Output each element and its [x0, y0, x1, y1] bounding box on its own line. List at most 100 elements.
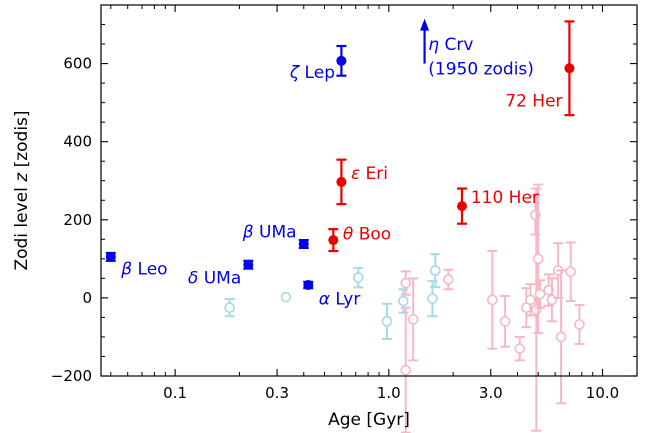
x-tick-label-1: 0.3	[265, 384, 289, 402]
y-axis-label: Zodi level z [zodis]	[12, 110, 32, 270]
star-label-name: UMa	[254, 223, 297, 243]
faint-point-9	[407, 277, 419, 362]
faint-point-19	[534, 279, 546, 309]
point-marker	[429, 265, 441, 276]
star-point-6	[336, 158, 347, 206]
annotations-layer: β Leo δ UMa β UMa α Lyr ζ Lep θ Boo ε Eri 110 H…	[120, 35, 562, 310]
point-marker	[543, 284, 555, 296]
faint-point-0	[224, 298, 235, 318]
star-label-greek: β	[120, 260, 132, 280]
star-label-name: UMa	[198, 269, 241, 289]
point-marker	[487, 294, 498, 306]
y-tick-label-1: 0	[82, 289, 92, 307]
point-marker	[224, 302, 235, 313]
y-axis-label-unit: [zodis]	[12, 110, 32, 172]
point-marker	[574, 319, 585, 330]
upper-limit-arrow-head	[420, 18, 430, 31]
faint-point-11	[487, 250, 498, 350]
x-tick-label-3: 3.0	[479, 384, 503, 402]
upper-limit-layer	[420, 18, 430, 64]
faint-point-1	[280, 291, 292, 303]
star-label-name: Boo	[353, 224, 391, 244]
star-label-greek: ε	[351, 164, 360, 184]
y-tick-label-2: 200	[63, 211, 92, 229]
star-label-name: 72 Her	[505, 92, 562, 112]
star-label-7: 110 Her	[471, 188, 539, 208]
point-marker	[546, 294, 558, 306]
point-marker	[407, 314, 419, 325]
star-point-0	[105, 251, 116, 262]
star-point-2	[298, 238, 309, 250]
x-tick-label-2: 1.0	[377, 384, 401, 402]
x-axis-ticks: 0.1 0.3 1.0 3.0 10.0	[110, 5, 619, 402]
star-point-7	[456, 187, 467, 225]
faint-point-6	[429, 253, 441, 288]
star-label-5: θ Boo	[343, 224, 391, 244]
point-marker	[400, 277, 412, 289]
star-point-8	[564, 20, 575, 117]
faint-point-17	[531, 187, 542, 432]
point-marker	[336, 55, 347, 66]
point-marker	[298, 239, 309, 250]
point-marker	[336, 176, 347, 187]
star-label-greek: α	[319, 290, 330, 310]
point-marker	[105, 251, 116, 262]
y-axis-ticks: −200 0 200 400 600	[51, 4, 637, 385]
upper-limit-sublabel: (1950 zodis)	[428, 59, 534, 79]
faint-point-7	[400, 270, 412, 296]
faint-point-15	[525, 283, 536, 317]
upper-limit-label: η Crv	[428, 35, 473, 55]
point-marker	[328, 235, 339, 246]
faint-point-20	[543, 273, 555, 307]
star-label-0: β Leo	[120, 260, 167, 280]
y-tick-label-4: 600	[63, 55, 92, 73]
star-label-name: Lep	[299, 63, 335, 83]
point-marker	[443, 274, 454, 285]
y-tick-label-0: −200	[51, 367, 92, 385]
star-label-1: δ UMa	[188, 269, 241, 289]
star-label-2: β UMa	[242, 223, 297, 243]
point-marker	[555, 331, 567, 343]
point-marker	[514, 343, 526, 354]
point-marker	[565, 266, 577, 278]
y-axis-label-variable: z	[12, 172, 32, 183]
star-label-greek: θ	[343, 224, 354, 244]
star-label-greek: ζ	[289, 63, 301, 83]
point-marker	[564, 63, 575, 74]
star-label-6: ε Eri	[351, 164, 388, 184]
faint-points-layer	[224, 183, 585, 433]
point-marker	[400, 364, 412, 376]
faint-point-2	[353, 266, 364, 289]
star-label-name: Lyr	[330, 290, 360, 310]
upper-limit-label-greek: η	[428, 35, 439, 55]
star-label-3: α Lyr	[319, 290, 361, 310]
faint-point-12	[499, 294, 511, 348]
faint-point-4	[398, 288, 409, 314]
point-marker	[280, 291, 292, 303]
star-point-1	[243, 259, 254, 270]
faint-point-10	[443, 268, 454, 291]
point-marker	[427, 293, 438, 304]
star-point-3	[303, 280, 314, 291]
y-axis-label-main: Zodi level	[12, 182, 32, 271]
upper-limit-label-name: Crv	[439, 35, 473, 55]
point-marker	[353, 272, 364, 283]
point-marker	[534, 288, 546, 300]
faint-point-3	[381, 302, 393, 340]
faint-point-25	[574, 303, 585, 345]
star-label-8: 72 Her	[505, 92, 562, 112]
detected-points-layer	[105, 20, 575, 291]
star-label-greek: β	[242, 223, 254, 243]
point-marker	[381, 316, 393, 327]
star-point-5	[328, 228, 339, 253]
x-tick-label-4: 10.0	[586, 384, 619, 402]
point-marker	[456, 201, 467, 212]
y-tick-label-3: 400	[63, 133, 92, 151]
faint-point-13	[514, 335, 526, 362]
star-label-4: ζ Lep	[289, 63, 335, 83]
x-axis-label: Age [Gyr]	[328, 410, 410, 430]
point-marker	[525, 294, 536, 306]
star-label-name: 110 Her	[471, 188, 539, 208]
faint-point-23	[555, 269, 567, 405]
